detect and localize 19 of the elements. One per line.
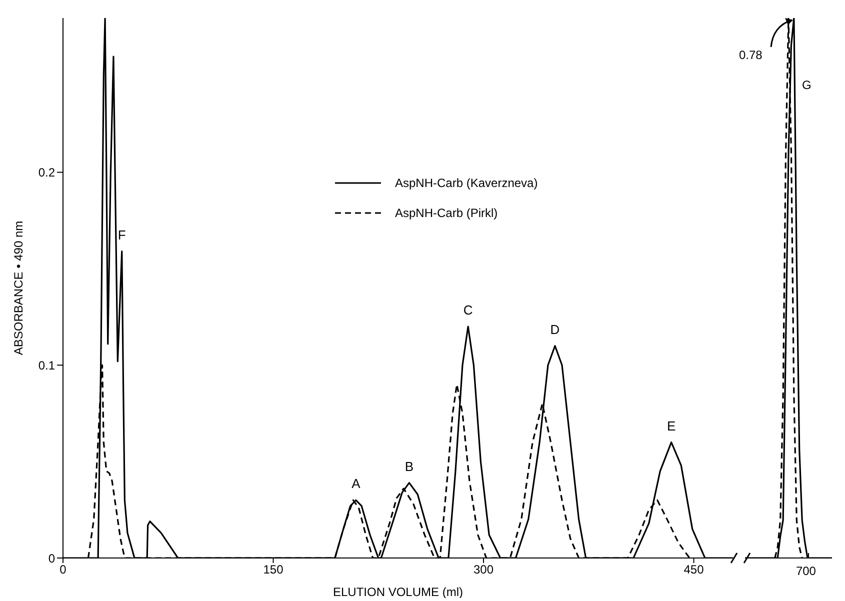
y-tick-label: 0.2 (38, 166, 56, 180)
legend-label: AspNH-Carb (Pirkl) (395, 206, 498, 220)
annotation: B (404, 458, 414, 474)
x-tick-label: 0 (60, 562, 67, 577)
annotation: F (118, 227, 126, 242)
x-tick-label: 450 (684, 562, 704, 577)
annotation: A (352, 476, 361, 492)
x-tick-label: 150 (263, 562, 284, 577)
y-tick-label: 0.1 (38, 358, 56, 372)
text: 700 (796, 564, 816, 578)
annotation: C (463, 302, 473, 318)
annotation: 0.78 (738, 48, 762, 62)
annotation: G (802, 78, 812, 92)
annotation: D (550, 322, 560, 337)
legend-label: AspNH-Carb (Kaverzneva) (395, 176, 538, 190)
y-axis-title: ABSORBANCE • 490 nm (11, 220, 26, 356)
annotation: E (666, 418, 676, 434)
y-tick-label: 0 (48, 551, 56, 566)
x-tick-label: 300 (473, 562, 494, 577)
